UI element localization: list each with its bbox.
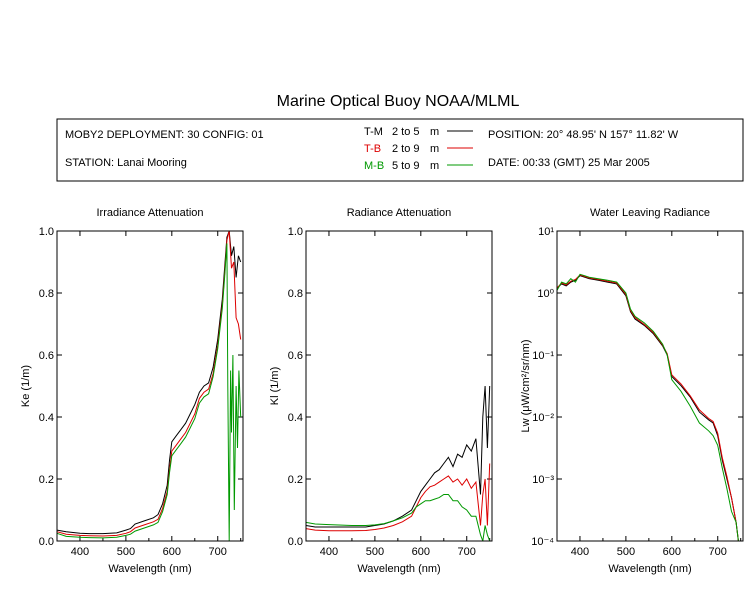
x-tick-label-0-2: 600 [163,546,181,558]
date-text: DATE: 00:33 (GMT) 25 Mar 2005 [488,157,650,169]
x-axis-label-0: Wavelength (nm) [108,563,191,575]
chart-title-2: Water Leaving Radiance [590,207,710,219]
x-tick-label-2-2: 600 [663,546,681,558]
x-tick-label-1-2: 600 [412,546,430,558]
x-axis-label-1: Wavelength (nm) [357,563,440,575]
series-line-0-T-B [56,230,242,537]
series-line-1-T-B [305,463,491,532]
legend-range-2: 5 to 9 [392,160,420,172]
info-box [56,118,744,182]
series-line-2-T-M [556,275,741,542]
y-tick-label-2-3: 10⁻¹ [532,350,554,362]
x-tick-label-1-3: 700 [458,546,476,558]
y-axis-label-0: Ke (1/m) [20,365,32,407]
legend-code-2: M-B [364,160,384,172]
deployment-text: MOBY2 DEPLOYMENT: 30 CONFIG: 01 [65,129,264,141]
legend-code-0: T-M [364,126,383,138]
y-tick-label-1-3: 0.6 [288,350,303,362]
series-line-2-T-B [556,274,741,542]
y-tick-label-2-4: 10⁰ [537,288,554,300]
y-tick-label-0-1: 0.2 [39,474,54,486]
y-tick-label-1-4: 0.8 [288,288,303,300]
chart-title-1: Radiance Attenuation [347,207,452,219]
y-tick-label-1-5: 1.0 [288,226,303,238]
y-tick-label-2-1: 10⁻³ [532,474,554,486]
y-tick-label-1-2: 0.4 [288,412,303,424]
series-line-2-M-B [556,273,741,542]
chart-1: Radiance Attenuation Wavelength (nm) Kl (1… [269,207,493,575]
x-tick-label-2-0: 400 [571,546,589,558]
y-tick-label-2-0: 10⁻⁴ [531,536,554,548]
legend-unit-1: m [430,143,439,155]
x-tick-label-2-1: 500 [617,546,635,558]
legend-unit-2: m [430,160,439,172]
x-tick-label-0-1: 500 [117,546,135,558]
position-text: POSITION: 20° 48.95' N 157° 11.82' W [488,129,679,141]
x-tick-label-0-0: 400 [71,546,89,558]
legend-code-1: T-B [364,143,381,155]
plot-frame-1 [305,230,493,542]
y-tick-label-0-3: 0.6 [39,350,54,362]
legend-range-0: 2 to 5 [392,126,420,138]
chart-0: Irradiance Attenuation Wavelength (nm) Ke … [20,207,244,575]
x-tick-label-1-0: 400 [320,546,338,558]
y-axis-label-1: Kl (1/m) [269,367,281,406]
legend-unit-0: m [430,126,439,138]
y-tick-label-1-1: 0.2 [288,474,303,486]
charts-group: Irradiance Attenuation Wavelength (nm) Ke … [20,207,744,575]
y-tick-label-0-2: 0.4 [39,412,54,424]
y-tick-label-0-5: 1.0 [39,226,54,238]
series-line-0-M-B [56,243,242,542]
y-tick-label-2-5: 10¹ [538,226,554,238]
y-tick-label-2-2: 10⁻² [532,412,554,424]
station-text: STATION: Lanai Mooring [65,157,187,169]
legend: T-M 2 to 5 m T-B 2 to 9 m M-B 5 to 9 m [364,126,473,172]
chart-title-0: Irradiance Attenuation [96,207,203,219]
y-tick-label-0-4: 0.8 [39,288,54,300]
series-line-0-T-M [56,230,242,535]
x-tick-label-1-1: 500 [366,546,384,558]
x-tick-label-0-3: 700 [209,546,227,558]
series-line-1-T-M [305,385,491,528]
y-tick-label-1-0: 0.0 [288,536,303,548]
series-line-1-M-B [305,494,491,542]
figure-title: Marine Optical Buoy NOAA/MLML [277,93,520,110]
plot-frame-0 [56,230,244,542]
plot-frame-2 [556,230,744,542]
chart-2: Water Leaving Radiance Wavelength (nm) Lw … [520,207,744,575]
legend-range-1: 2 to 9 [392,143,420,155]
x-axis-label-2: Wavelength (nm) [608,563,691,575]
x-tick-label-2-3: 700 [709,546,727,558]
y-tick-label-0-0: 0.0 [39,536,54,548]
y-axis-label-2: Lw (μW/cm²/sr/nm) [520,339,532,432]
